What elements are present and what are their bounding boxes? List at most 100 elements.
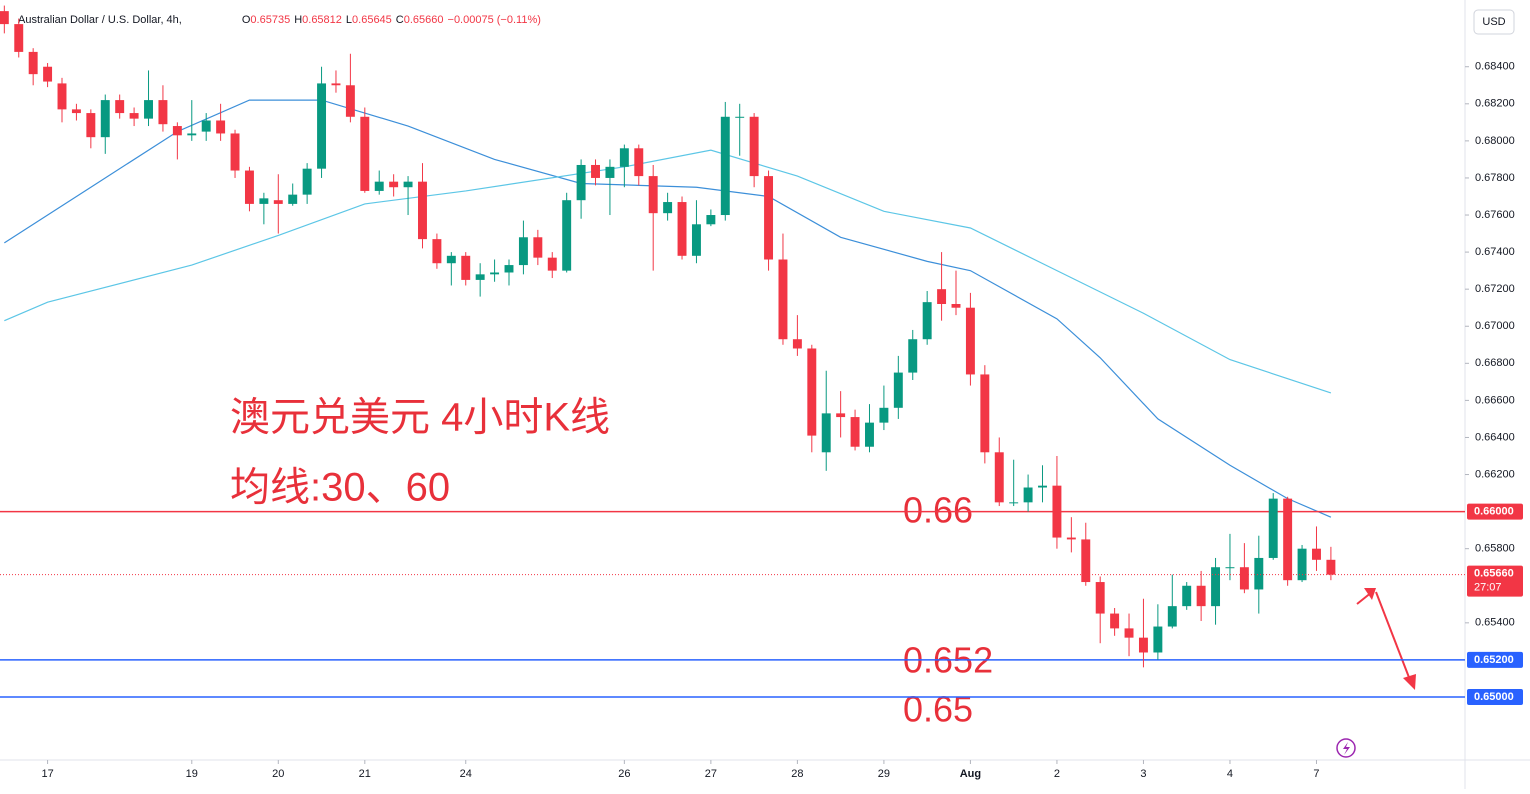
level-badge <box>1467 503 1523 520</box>
candle-body <box>792 339 802 349</box>
y-tick-label: 0.67400 <box>1475 246 1515 258</box>
legend-change: −0.00075 (−0.11%) <box>448 14 541 26</box>
x-tick-label: 19 <box>186 768 198 780</box>
x-tick-label: 24 <box>460 768 472 780</box>
y-tick-label: 0.66200 <box>1475 468 1515 480</box>
candle-body <box>302 168 312 195</box>
candle-body <box>461 255 471 280</box>
candle-body <box>317 83 327 169</box>
candle-body <box>735 116 745 118</box>
candle-body <box>57 83 67 110</box>
candle-body <box>43 66 53 82</box>
level-label: 0.65200 <box>1474 654 1514 666</box>
candle-body <box>1110 613 1120 629</box>
candle-body <box>518 237 528 266</box>
y-tick-label: 0.66800 <box>1475 357 1515 369</box>
candle-body <box>0 11 9 25</box>
y-tick-label: 0.65400 <box>1475 617 1515 629</box>
candle-body <box>86 113 96 138</box>
candle-body <box>115 100 125 114</box>
candle-body <box>1081 539 1091 583</box>
legend-value: 0.65735 <box>250 14 290 26</box>
candle-body <box>1239 567 1249 590</box>
candle-body <box>432 239 442 264</box>
legend-key: L <box>346 14 352 26</box>
x-tick-label: 20 <box>272 768 284 780</box>
candle-body <box>1326 559 1336 575</box>
candle-body <box>1095 582 1105 614</box>
candle-body <box>144 100 153 119</box>
x-tick-label: 3 <box>1140 768 1146 780</box>
candle-body <box>418 181 427 240</box>
annotation: 0.66 <box>903 490 973 531</box>
candle-body <box>1153 626 1163 653</box>
candle-body <box>216 120 226 134</box>
candle-body <box>605 166 615 178</box>
header-legend: Australian Dollar / U.S. Dollar, 4h, O 0.… <box>18 14 541 26</box>
candle-body <box>547 257 557 271</box>
candle-body <box>908 339 918 373</box>
candle-body <box>244 170 254 204</box>
candle-body <box>360 116 370 191</box>
candle-body <box>648 176 658 214</box>
level-label: 0.66000 <box>1474 506 1514 518</box>
candle-body <box>504 265 514 273</box>
annotation: 0.65 <box>903 689 973 730</box>
candle-body <box>691 224 701 256</box>
candle-body <box>850 417 860 447</box>
level-badge <box>1467 688 1523 705</box>
x-tick-label: 29 <box>878 768 890 780</box>
candle-body <box>475 274 485 280</box>
candle-body <box>1066 537 1076 540</box>
candle-body <box>1023 487 1033 503</box>
y-tick-label: 0.67800 <box>1475 172 1515 184</box>
candle-body <box>879 407 889 423</box>
last-price-label: 0.65660 <box>1474 568 1514 580</box>
candle-body <box>1254 557 1264 590</box>
x-tick-label: Aug <box>960 768 981 780</box>
candle-body <box>1009 502 1019 504</box>
candle-body <box>663 202 673 214</box>
level-badge <box>1467 651 1523 668</box>
candle-body <box>1124 628 1134 638</box>
candle-body <box>937 289 947 304</box>
lightning-icon[interactable] <box>1336 738 1356 758</box>
moving-average <box>4 149 1332 394</box>
candle-body <box>965 307 975 375</box>
candle-body <box>1283 498 1293 581</box>
candle-body <box>1312 548 1321 560</box>
y-tick-label: 0.68000 <box>1475 135 1515 147</box>
candle-body <box>576 164 586 201</box>
countdown: 27:07 <box>1474 582 1502 594</box>
candle-body <box>836 413 846 418</box>
candle-body <box>821 413 831 453</box>
candle-body <box>1138 637 1148 653</box>
x-tick-label: 2 <box>1054 768 1060 780</box>
candle-body <box>591 164 600 178</box>
annotation: 均线:30、60 <box>230 466 450 510</box>
candle-body <box>187 133 197 136</box>
candle-body <box>533 237 543 258</box>
candle-body <box>562 200 572 271</box>
legend-key: O <box>242 14 251 26</box>
candle-body <box>1182 585 1192 607</box>
legend-value: 0.65660 <box>404 14 444 26</box>
candle-body <box>1297 548 1307 581</box>
candle-body <box>706 215 716 225</box>
currency-button[interactable] <box>1473 9 1515 35</box>
candle-body <box>158 100 168 125</box>
candle-body <box>807 348 817 436</box>
candle-body <box>446 255 456 264</box>
candle-body <box>994 452 1004 503</box>
candle-body <box>259 198 269 204</box>
x-tick-label: 7 <box>1313 768 1319 780</box>
y-tick-label: 0.67200 <box>1475 283 1515 295</box>
candle-body <box>14 24 24 52</box>
candle-body <box>865 422 874 447</box>
candle-body <box>230 133 240 171</box>
candle-body <box>71 109 81 114</box>
candle-body <box>922 302 932 340</box>
level-label: 0.65000 <box>1474 691 1514 703</box>
candle-body <box>778 259 788 340</box>
